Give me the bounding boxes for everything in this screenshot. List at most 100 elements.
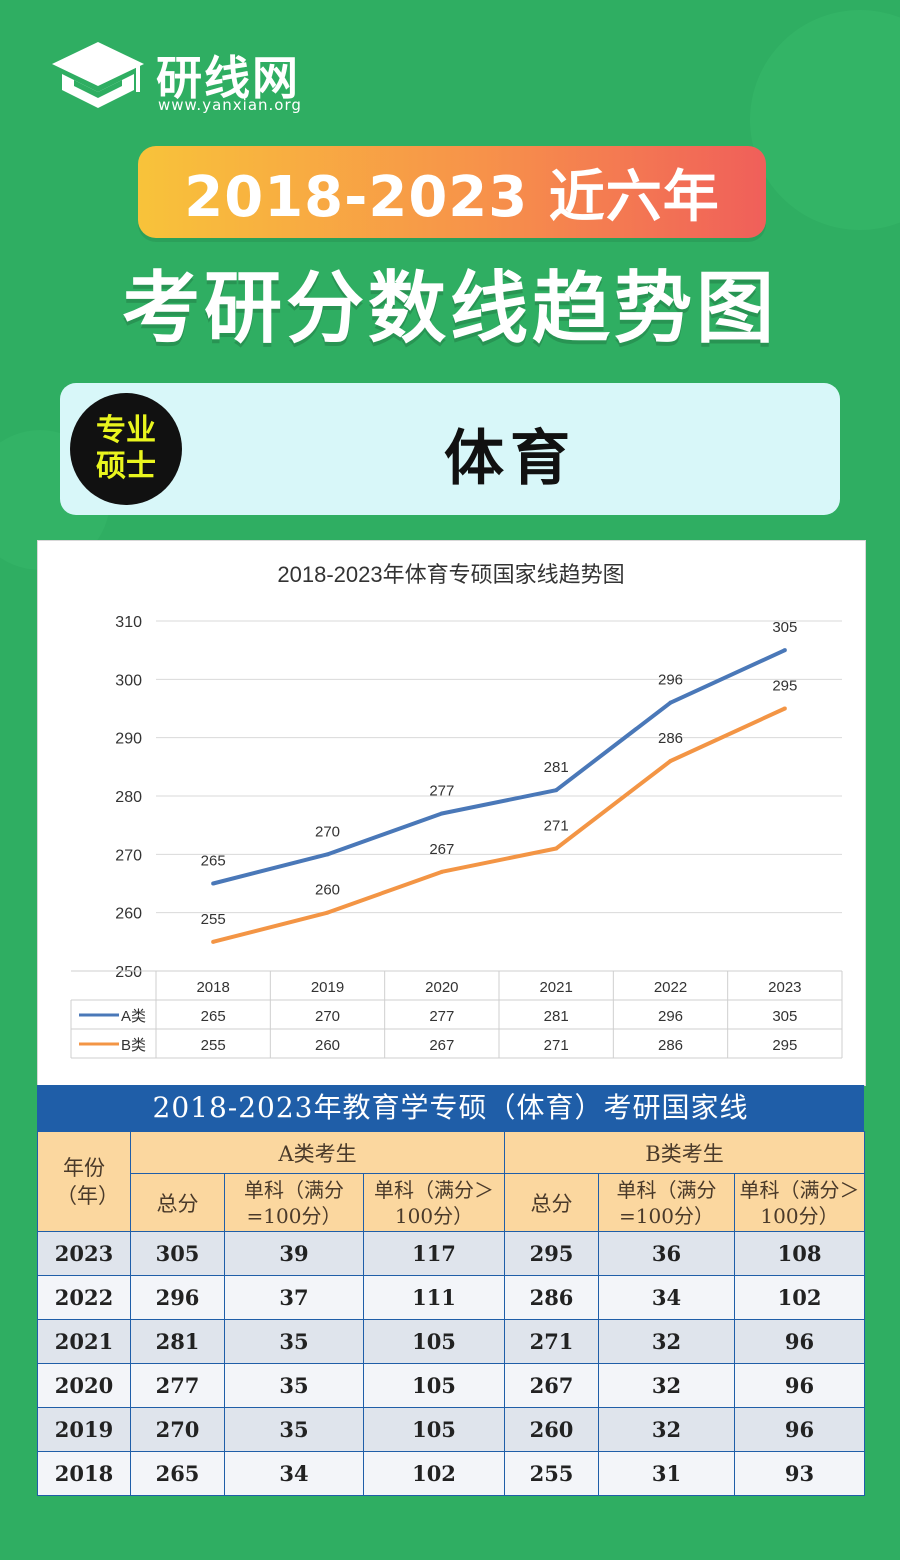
year-header: 年份（年） bbox=[37, 1131, 131, 1232]
year-banner: 2018-2023 近六年 bbox=[138, 146, 766, 238]
cell: 270 bbox=[130, 1407, 225, 1452]
cell: 32 bbox=[598, 1319, 735, 1364]
cell: 102 bbox=[363, 1451, 505, 1496]
cell: 265 bbox=[130, 1451, 225, 1496]
x-tick-label: 2023 bbox=[768, 979, 801, 996]
table-value: 267 bbox=[429, 1037, 454, 1054]
trend-chart: 2018-2023年体育专硕国家线趋势图 250 260 270 280 290 300 3… bbox=[37, 540, 866, 1086]
group-a-header: A类考生 bbox=[130, 1131, 505, 1174]
b-gt100-header: 单科（满分＞100分） bbox=[733, 1173, 866, 1232]
data-point bbox=[439, 869, 444, 874]
data-point bbox=[782, 706, 787, 711]
x-tick-label: 2020 bbox=[425, 979, 458, 996]
cell: 93 bbox=[733, 1451, 866, 1496]
page-title: 考研分数线趋势图 bbox=[121, 264, 778, 354]
cell: 2019 bbox=[37, 1407, 131, 1452]
table-value: 271 bbox=[544, 1037, 569, 1054]
y-tick-label: 270 bbox=[115, 847, 142, 864]
a-total-header: 总分 bbox=[130, 1173, 225, 1232]
brand-name: 研线网 bbox=[156, 51, 300, 105]
cell: 108 bbox=[733, 1231, 866, 1276]
mortarboard-icon bbox=[52, 42, 144, 108]
legend-label: A类 bbox=[121, 1008, 146, 1025]
cell: 35 bbox=[224, 1319, 364, 1364]
table-title: 2018-2023年教育学专硕（体育）考研国家线 bbox=[37, 1085, 864, 1131]
y-tick-label: 260 bbox=[115, 906, 142, 923]
table-value: 305 bbox=[772, 1008, 797, 1025]
table-row: 2023 305 39 117 295 36 108 bbox=[37, 1231, 866, 1276]
b-eq100-header: 单科（满分=100分） bbox=[598, 1173, 735, 1232]
score-table: 年份（年） A类考生 B类考生 总分 单科（满分=100分） 单科（满分＞100… bbox=[37, 1131, 866, 1496]
cell: 96 bbox=[733, 1407, 866, 1452]
data-label: 286 bbox=[658, 730, 683, 747]
cell: 267 bbox=[504, 1363, 599, 1408]
x-tick-label: 2018 bbox=[196, 979, 229, 996]
cell: 96 bbox=[733, 1363, 866, 1408]
table-value: 295 bbox=[772, 1037, 797, 1054]
cell: 105 bbox=[363, 1319, 505, 1364]
cell: 260 bbox=[504, 1407, 599, 1452]
table-value: 286 bbox=[658, 1037, 683, 1054]
data-point bbox=[668, 700, 673, 705]
y-tick-label: 250 bbox=[115, 964, 142, 981]
cell: 111 bbox=[363, 1275, 505, 1320]
cell: 37 bbox=[224, 1275, 364, 1320]
data-point bbox=[668, 759, 673, 763]
data-label: 270 bbox=[315, 823, 340, 840]
brand-logo[interactable]: 研线网 www.yanxian.org bbox=[48, 38, 338, 118]
cell: 2020 bbox=[37, 1363, 131, 1408]
subject-name: 体育 bbox=[444, 424, 576, 494]
cell: 32 bbox=[598, 1363, 735, 1408]
data-point bbox=[325, 910, 330, 915]
score-table-section: 2018-2023年教育学专硕（体育）考研国家线 年份（年） A类考生 B类考生… bbox=[37, 1085, 866, 1496]
degree-badge: 专业 硕士 bbox=[70, 393, 182, 505]
banner-text: 2018-2023 近六年 bbox=[184, 164, 720, 230]
cell: 39 bbox=[224, 1231, 364, 1276]
x-tick-label: 2022 bbox=[654, 979, 687, 996]
data-point bbox=[439, 811, 444, 816]
data-point bbox=[211, 881, 216, 886]
a-gt100-header: 单科（满分＞100分） bbox=[363, 1173, 505, 1232]
y-tick-label: 310 bbox=[115, 614, 142, 631]
series-line-1 bbox=[212, 648, 786, 886]
table-value: 270 bbox=[315, 1008, 340, 1025]
subject-bar bbox=[60, 383, 840, 515]
table-value: 281 bbox=[544, 1008, 569, 1025]
x-tick-label: 2019 bbox=[311, 979, 344, 996]
y-tick-label: 290 bbox=[115, 731, 142, 748]
cell: 277 bbox=[130, 1363, 225, 1408]
y-tick-label: 280 bbox=[115, 789, 142, 806]
cell: 31 bbox=[598, 1451, 735, 1496]
table-value: 296 bbox=[658, 1008, 683, 1025]
table-value: 277 bbox=[429, 1008, 454, 1025]
data-label: 271 bbox=[544, 818, 569, 835]
table-row: 2019 270 35 105 260 32 96 bbox=[37, 1407, 866, 1452]
data-label: 277 bbox=[429, 783, 454, 800]
cell: 102 bbox=[733, 1275, 866, 1320]
badge-line-2: 硕士 bbox=[96, 449, 156, 484]
table-value: 260 bbox=[315, 1037, 340, 1054]
table-row: 2021 281 35 105 271 32 96 bbox=[37, 1319, 866, 1364]
group-b-header: B类考生 bbox=[503, 1131, 866, 1174]
chart-canvas: 2018-2023年体育专硕国家线趋势图 250 260 270 280 290 300 3… bbox=[70, 562, 843, 1059]
data-point bbox=[554, 788, 559, 793]
series-line-2 bbox=[212, 706, 786, 944]
legend-label: B类 bbox=[121, 1037, 146, 1054]
brand-url: www.yanxian.org bbox=[158, 96, 302, 114]
data-label: 295 bbox=[772, 678, 797, 695]
cell: 117 bbox=[363, 1231, 505, 1276]
b-total-header: 总分 bbox=[504, 1173, 599, 1232]
cell: 96 bbox=[733, 1319, 866, 1364]
cell: 2022 bbox=[37, 1275, 131, 1320]
table-row: 2018 265 34 102 255 31 93 bbox=[37, 1451, 866, 1496]
cell: 271 bbox=[504, 1319, 599, 1364]
data-label: 260 bbox=[315, 882, 340, 899]
data-label: 265 bbox=[201, 853, 226, 870]
cell: 32 bbox=[598, 1407, 735, 1452]
data-label: 305 bbox=[772, 619, 797, 636]
y-tick-label: 300 bbox=[115, 672, 142, 689]
cell: 105 bbox=[363, 1363, 505, 1408]
cell: 295 bbox=[504, 1231, 599, 1276]
cell: 296 bbox=[130, 1275, 225, 1320]
cell: 255 bbox=[504, 1451, 599, 1496]
